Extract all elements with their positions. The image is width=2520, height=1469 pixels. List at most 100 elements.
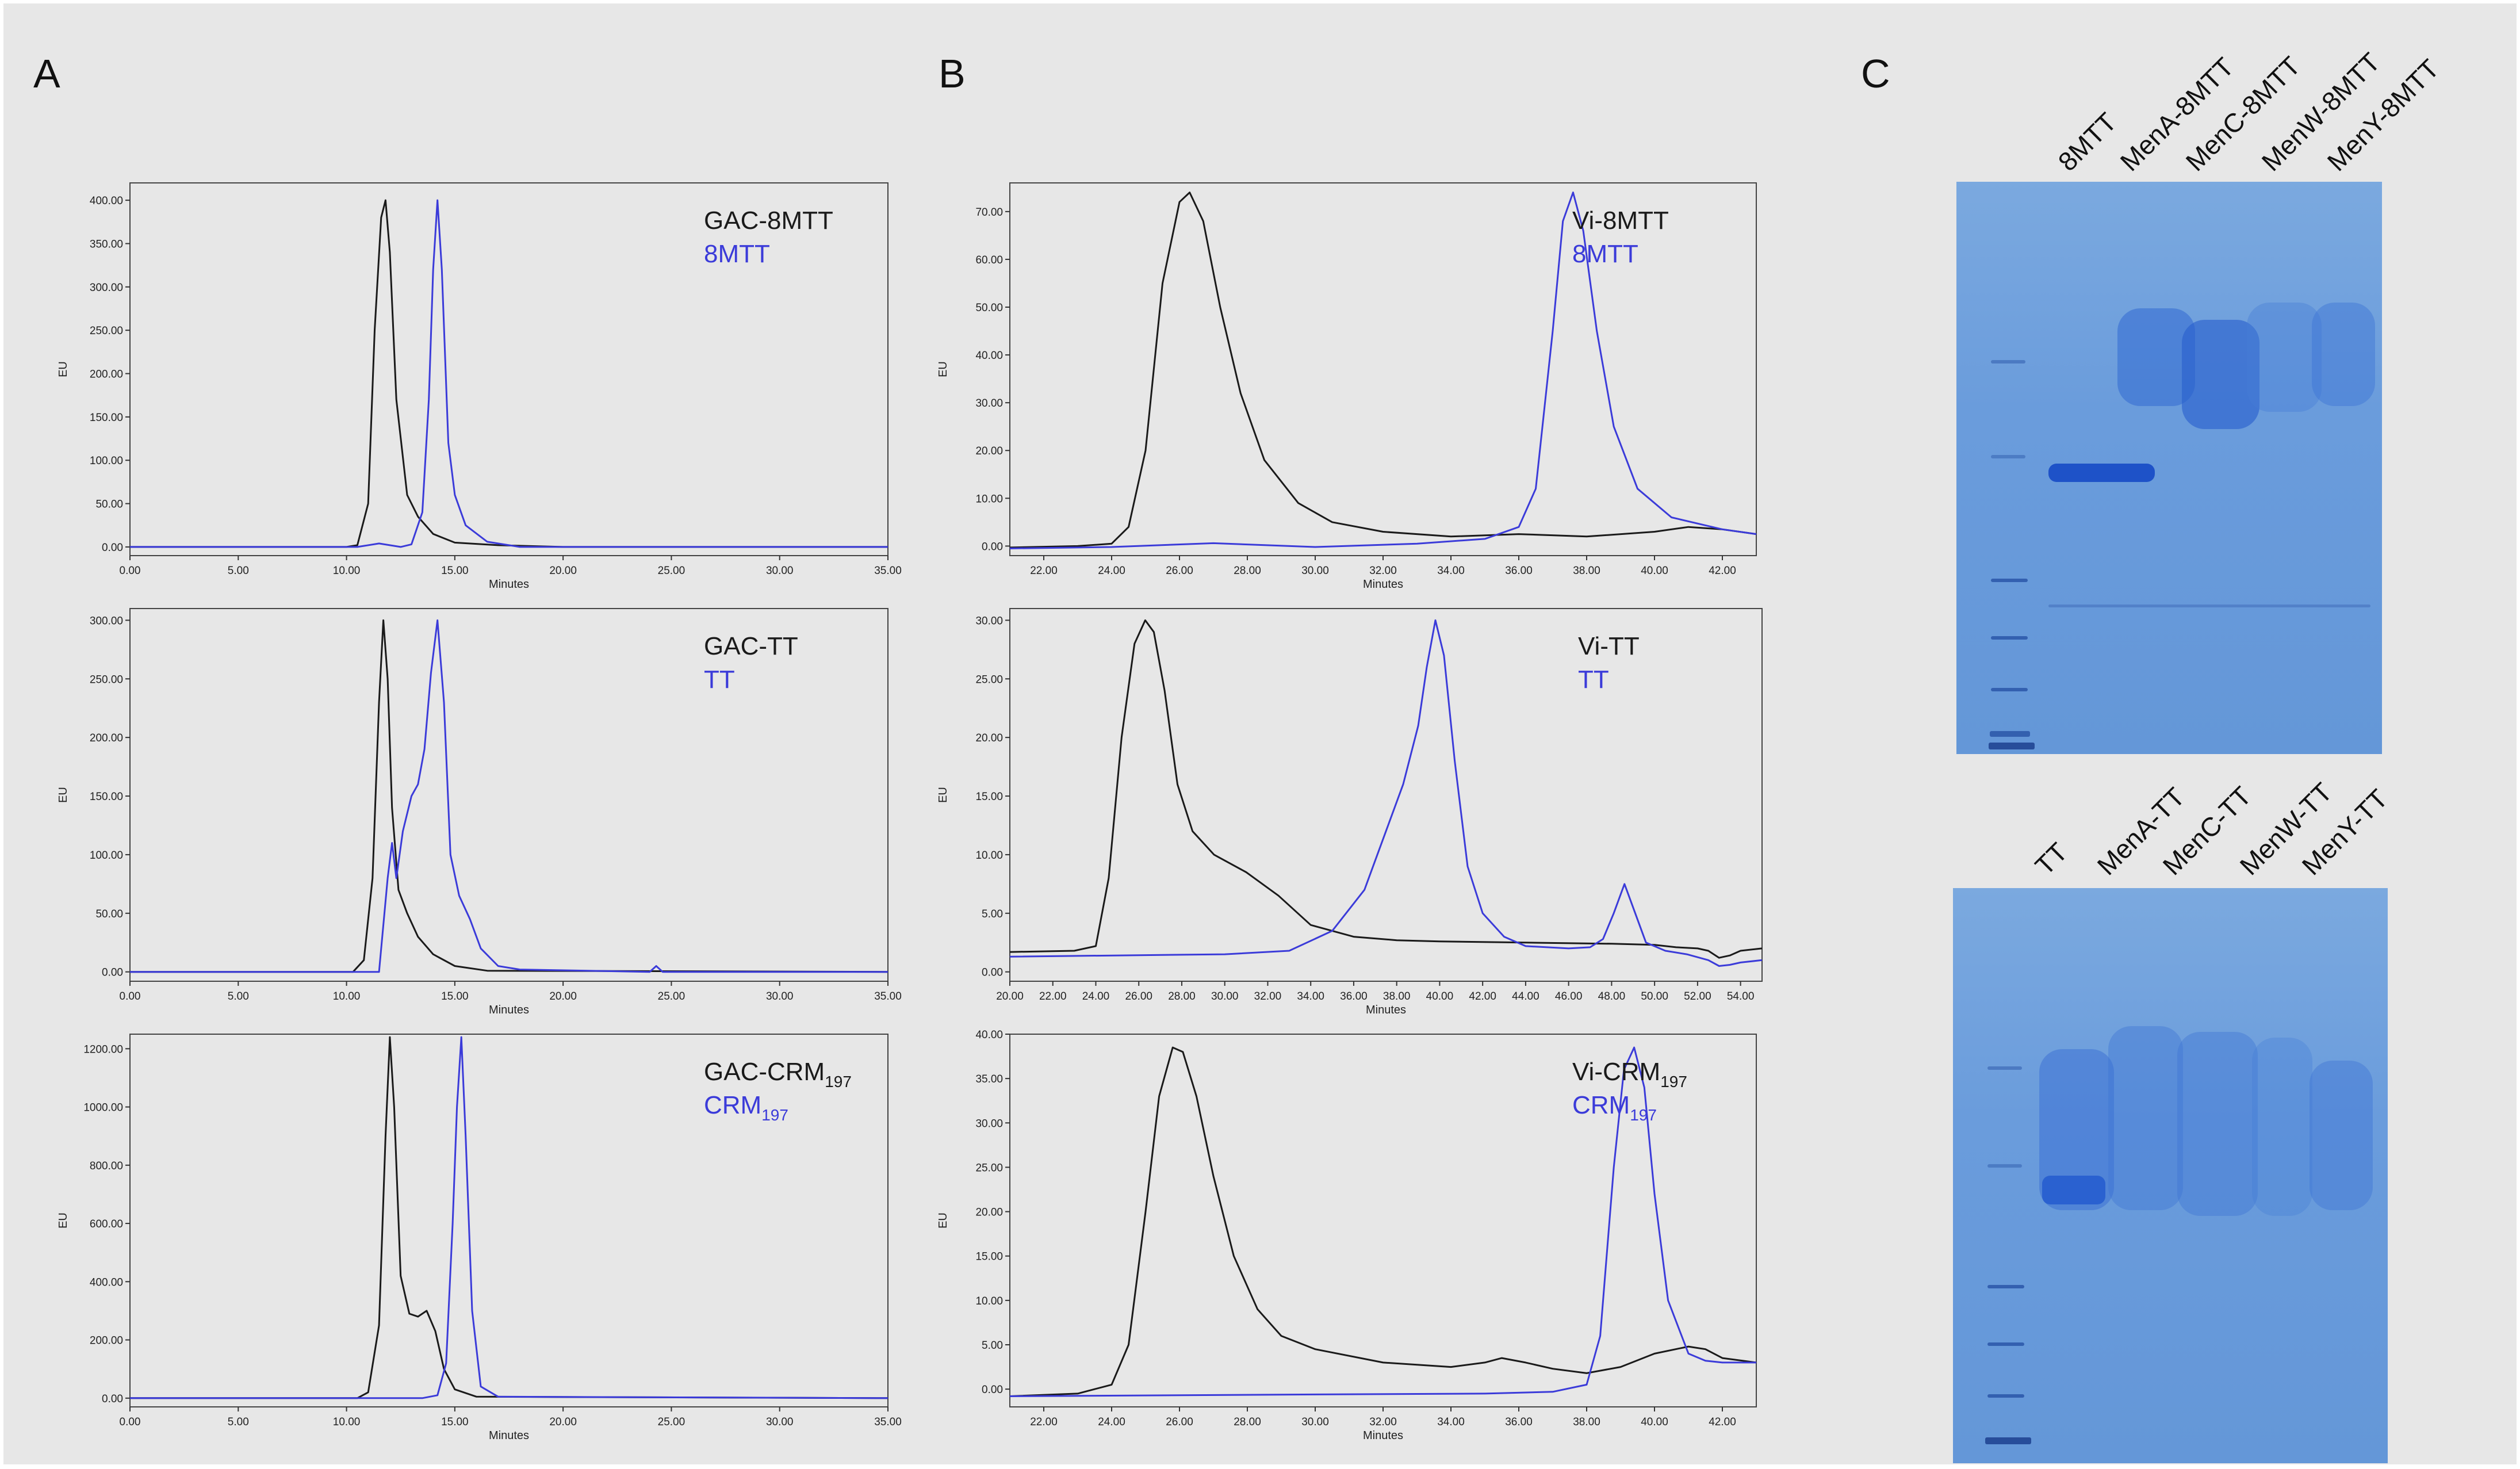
x-tick-label: 48.00 — [1598, 990, 1626, 1003]
series-line-carrier — [130, 1036, 888, 1399]
legend-entry: TT — [704, 665, 735, 694]
y-tick-label: 30.00 — [975, 615, 1003, 627]
x-tick-label: 15.00 — [441, 1416, 469, 1428]
plot-frame — [1009, 608, 1763, 982]
y-tick-label: 40.00 — [975, 1029, 1003, 1041]
y-tick-label: 15.00 — [975, 1251, 1003, 1263]
x-tick-label: 42.00 — [1469, 990, 1496, 1003]
series-line-carrier — [1009, 192, 1757, 549]
y-tick-label: 20.00 — [975, 1207, 1003, 1219]
y-tick-label: 25.00 — [975, 674, 1003, 686]
x-tick-label: 42.00 — [1709, 1416, 1736, 1428]
plot-frame — [129, 182, 888, 556]
y-tick-label: 1200.00 — [83, 1043, 123, 1055]
x-tick-label: 20.00 — [996, 990, 1024, 1003]
y-tick-label: 400.00 — [90, 1276, 123, 1288]
x-tick-label: 15.00 — [441, 565, 469, 577]
x-tick-label: 44.00 — [1512, 990, 1539, 1003]
x-tick-label: 26.00 — [1125, 990, 1152, 1003]
legend-entry: GAC-8MTT — [704, 206, 833, 235]
legend-entry: GAC-TT — [704, 632, 798, 660]
x-axis-label: Minutes — [1366, 1004, 1406, 1016]
legend-entry: GAC-CRM197 — [704, 1058, 852, 1091]
series-line-conjugate — [130, 199, 888, 548]
x-axis-label: Minutes — [1363, 578, 1403, 591]
y-tick-label: 300.00 — [90, 282, 123, 294]
x-tick-label: 30.00 — [766, 1416, 794, 1428]
y-axis-label: EU — [937, 361, 949, 377]
chromatogram-a2: 0.00 5.00 10.00 15.00 20.00 25.00 30.00 35.00 0.… — [57, 608, 902, 1016]
y-tick-label: 250.00 — [90, 674, 123, 686]
legend-entry: Vi-TT — [1578, 632, 1640, 660]
y-tick-label: 200.00 — [90, 732, 123, 744]
x-tick-label: 28.00 — [1234, 1416, 1261, 1428]
y-axis-label: EU — [937, 1212, 949, 1229]
y-tick-label: 15.00 — [975, 791, 1003, 803]
x-tick-label: 10.00 — [333, 565, 361, 577]
x-tick-label: 22.00 — [1030, 1416, 1058, 1428]
plot-frame — [129, 608, 888, 982]
x-axis-label: Minutes — [1363, 1429, 1403, 1442]
x-tick-label: 20.00 — [549, 1416, 577, 1428]
y-tick-label: 300.00 — [90, 615, 123, 627]
y-tick-label: 5.00 — [982, 1340, 1003, 1352]
x-tick-label: 42.00 — [1709, 565, 1736, 577]
y-tick-label: 20.00 — [975, 445, 1003, 457]
x-tick-label: 24.00 — [1098, 565, 1125, 577]
y-tick-label: 70.00 — [975, 206, 1003, 219]
y-tick-label: 50.00 — [95, 499, 123, 511]
y-tick-label: 100.00 — [90, 455, 123, 467]
x-tick-label: 38.00 — [1383, 990, 1411, 1003]
x-tick-label: 30.00 — [1301, 565, 1329, 577]
x-tick-label: 30.00 — [766, 990, 794, 1003]
x-tick-label: 20.00 — [549, 990, 577, 1003]
x-tick-label: 34.00 — [1437, 1416, 1465, 1428]
gel-top-lane-label: 8MTT — [2052, 106, 2123, 177]
x-tick-label: 28.00 — [1234, 565, 1261, 577]
y-axis-label: EU — [57, 787, 70, 803]
x-tick-label: 36.00 — [1340, 990, 1368, 1003]
x-tick-label: 35.00 — [874, 565, 902, 577]
chromatogram-a1: 0.00 5.00 10.00 15.00 20.00 25.00 30.00 35.00 0.… — [57, 182, 902, 591]
x-tick-label: 25.00 — [658, 990, 685, 1003]
y-tick-label: 400.00 — [90, 195, 123, 207]
x-tick-label: 36.00 — [1505, 1416, 1533, 1428]
y-tick-label: 250.00 — [90, 325, 123, 337]
y-axis-label: EU — [937, 787, 949, 803]
x-tick-label: 5.00 — [228, 1416, 249, 1428]
x-tick-label: 34.00 — [1297, 990, 1324, 1003]
y-tick-label: 60.00 — [975, 254, 1003, 266]
y-tick-label: 10.00 — [975, 850, 1003, 862]
y-tick-label: 100.00 — [90, 850, 123, 862]
y-tick-label: 200.00 — [90, 369, 123, 381]
y-tick-label: 50.00 — [95, 908, 123, 920]
x-tick-label: 5.00 — [228, 565, 249, 577]
series-line-carrier — [1009, 1046, 1756, 1397]
x-tick-label: 46.00 — [1555, 990, 1583, 1003]
legend-entry: Vi-8MTT — [1572, 206, 1669, 235]
plot-frame — [129, 1034, 888, 1407]
x-tick-label: 32.00 — [1369, 565, 1397, 577]
x-tick-label: 40.00 — [1641, 565, 1668, 577]
chromatogram-a3: 0.00 5.00 10.00 15.00 20.00 25.00 30.00 35.00 0.… — [57, 1034, 902, 1442]
x-tick-label: 30.00 — [1301, 1416, 1329, 1428]
chromatogram-b1: 22.00 24.00 26.00 28.00 30.00 32.00 34.00 36.00… — [937, 182, 1757, 591]
x-tick-label: 40.00 — [1641, 1416, 1668, 1428]
x-tick-label: 30.00 — [1211, 990, 1239, 1003]
x-tick-label: 38.00 — [1573, 565, 1600, 577]
x-tick-label: 35.00 — [874, 1416, 902, 1428]
y-tick-label: 0.00 — [102, 1393, 123, 1405]
panel-letter-b: B — [939, 51, 966, 96]
x-tick-label: 0.00 — [120, 990, 141, 1003]
y-tick-label: 30.00 — [975, 397, 1003, 410]
x-tick-label: 0.00 — [120, 1416, 141, 1428]
series-line-conjugate — [1009, 619, 1763, 959]
series-line-conjugate — [1009, 192, 1757, 549]
y-tick-label: 0.00 — [982, 967, 1003, 979]
chromatogram-b3: 22.00 24.00 26.00 28.00 30.00 32.00 34.00 36.00… — [937, 1029, 1757, 1442]
gel-image-bottom — [1953, 888, 2388, 1463]
panel-letter-c: C — [1861, 51, 1890, 96]
series-line-conjugate — [130, 1036, 888, 1399]
y-tick-label: 150.00 — [90, 412, 123, 424]
x-tick-label: 32.00 — [1254, 990, 1282, 1003]
